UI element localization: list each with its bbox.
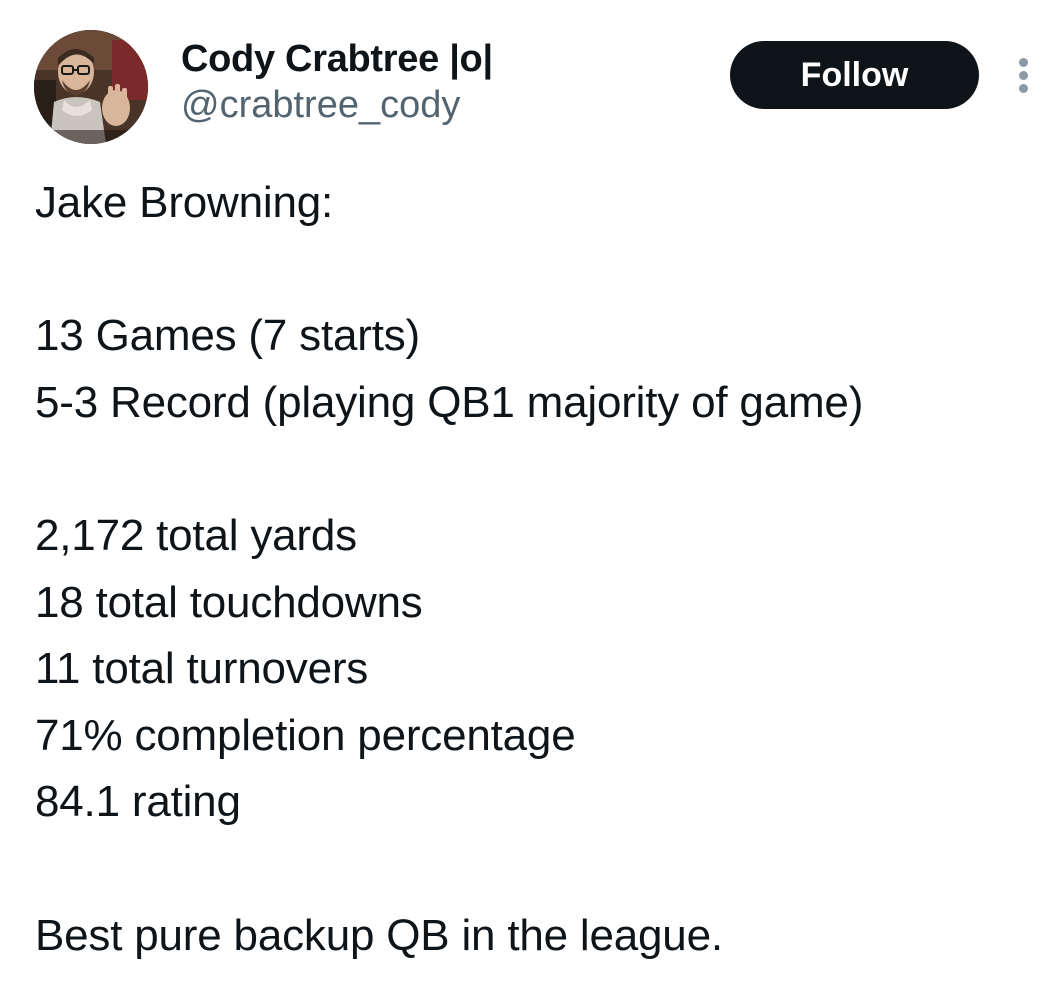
stat-line: 11 total turnovers [35,644,369,694]
stat-line: 18 total touchdowns [35,577,423,627]
stat-line: 84.1 rating [35,777,241,827]
follow-button[interactable]: Follow [730,41,979,109]
paragraph-gap [35,436,1045,503]
tweet-closing: Best pure backup QB in the league. [35,910,723,960]
paragraph-gap [35,836,1045,903]
avatar-image [34,30,148,144]
more-options-button[interactable] [1006,52,1040,98]
display-name[interactable]: Cody Crabtree |o| [181,38,493,80]
paragraph-gap [35,237,1045,304]
user-avatar[interactable] [34,30,148,144]
record-line: 5-3 Record (playing QB1 majority of game… [35,377,864,427]
user-handle[interactable]: @crabtree_cody [181,84,461,126]
stat-line: 71% completion percentage [35,710,576,760]
stat-line: 2,172 total yards [35,510,357,560]
tweet-text: Jake Browning: 13 Games (7 starts) 5-3 R… [35,170,1045,969]
record-line: 13 Games (7 starts) [35,311,420,361]
tweet-heading: Jake Browning: [35,178,334,227]
user-info: Cody Crabtree |o| @crabtree_cody [181,36,493,128]
tweet-header: Cody Crabtree |o| @crabtree_cody Follow [0,0,1064,160]
